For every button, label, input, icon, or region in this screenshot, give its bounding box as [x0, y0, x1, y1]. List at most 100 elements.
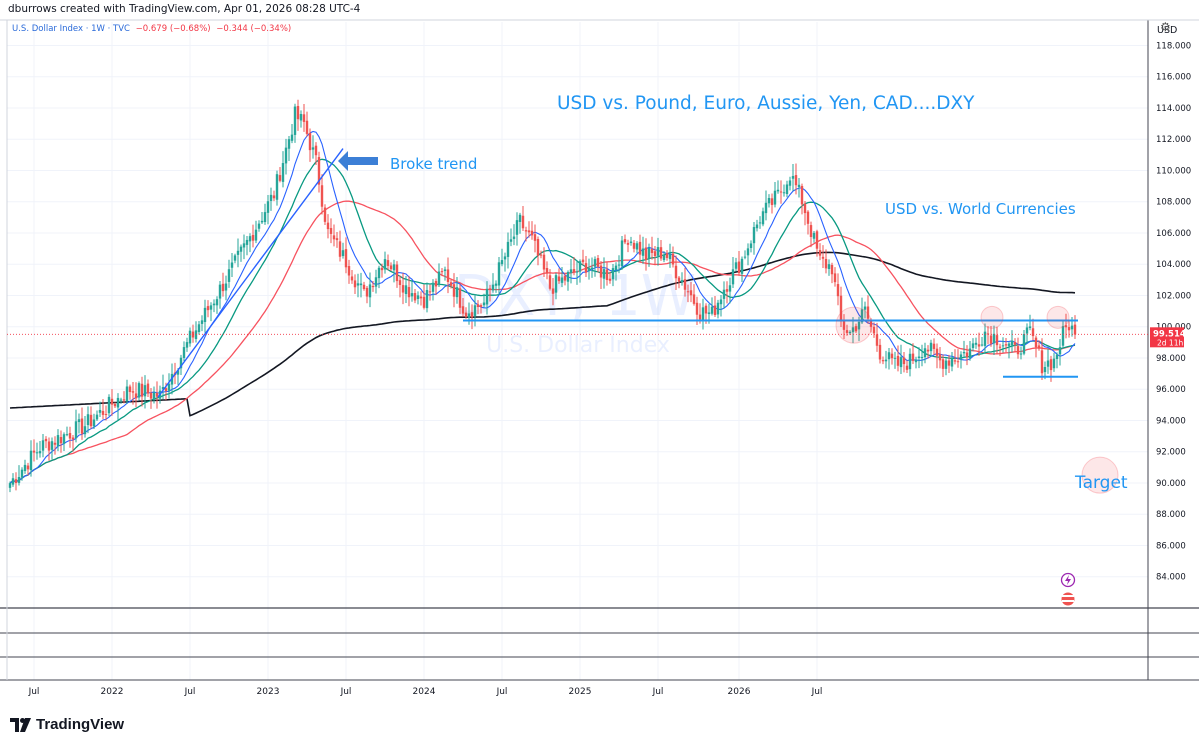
candle-body — [1073, 324, 1077, 335]
time-tick-label: Jul — [184, 687, 196, 697]
highlight-circle-breakdown[interactable] — [835, 306, 873, 344]
candle-body — [41, 440, 45, 451]
price-change-secondary: −0.344 (−0.34%) — [216, 24, 292, 34]
candle-body — [869, 320, 873, 327]
candle-body — [554, 275, 558, 293]
candle-body — [470, 312, 474, 318]
candle-body — [272, 195, 276, 199]
candle-body — [1061, 326, 1065, 346]
settings-gear-icon[interactable]: ⚙ — [1160, 20, 1171, 34]
watermark: DXY, 1W U.S. Dollar Index — [454, 264, 696, 358]
candle-body — [770, 198, 774, 205]
candle-body — [1055, 354, 1059, 359]
candle-body — [86, 414, 90, 426]
candle-body — [179, 357, 183, 369]
candle-body — [137, 383, 141, 398]
candle-body — [686, 291, 690, 293]
candle-body — [542, 254, 546, 270]
candle-body — [815, 231, 819, 249]
candle-body — [674, 265, 678, 279]
candle-body — [20, 469, 24, 478]
candle-body — [380, 267, 384, 271]
candle-body — [1058, 347, 1062, 355]
candle-body — [656, 247, 660, 256]
candle-body — [848, 331, 852, 334]
tradingview-logo[interactable]: TradingView — [10, 716, 124, 733]
candle-body — [974, 342, 978, 345]
candle-body — [512, 236, 516, 239]
candle-body — [650, 249, 654, 253]
candle-body — [773, 190, 777, 205]
candle-body — [872, 326, 876, 334]
candle-body — [587, 268, 591, 272]
candle-body — [359, 283, 363, 286]
candle-body — [479, 305, 483, 307]
candle-body — [230, 262, 234, 268]
candle-body — [752, 227, 756, 244]
candle-body — [731, 269, 735, 285]
candle-body — [767, 197, 771, 204]
candle-body — [281, 163, 285, 182]
candle-body — [851, 327, 855, 333]
candle-body — [368, 284, 372, 298]
candle-body — [203, 307, 207, 323]
candle-body — [935, 348, 939, 356]
highlight-circle-retest[interactable] — [980, 305, 1004, 329]
candle-body — [566, 272, 570, 282]
candle-body — [797, 184, 801, 188]
time-tick-label: Jul — [811, 687, 823, 697]
candle-body — [119, 399, 123, 401]
candle-body — [98, 409, 102, 413]
candle-body — [620, 240, 624, 267]
candle-body — [317, 157, 321, 185]
last-price-label: 99.514 — [1153, 329, 1186, 339]
candle-body — [269, 194, 273, 202]
us-flag-event-icon[interactable] — [1061, 592, 1075, 606]
candle-body — [533, 234, 537, 241]
candle-body — [653, 251, 657, 257]
highlight-circle-retest-2[interactable] — [1046, 305, 1070, 329]
candle-body — [17, 477, 21, 483]
candle-body — [1001, 345, 1005, 347]
candle-body — [1046, 360, 1050, 367]
candle-body — [476, 304, 480, 308]
candle-body — [110, 398, 114, 405]
candle-body — [608, 278, 612, 281]
candle-body — [221, 283, 225, 292]
candle-body — [689, 290, 693, 296]
candle-body — [740, 258, 744, 274]
candle-body — [590, 267, 594, 270]
broke-trend-arrow-icon[interactable] — [338, 151, 378, 171]
price-tick-label: 106.000 — [1156, 229, 1191, 239]
candle-body — [617, 264, 621, 266]
candle-body — [803, 203, 807, 214]
candle-body — [854, 326, 858, 332]
price-tick-label: 84.000 — [1156, 573, 1186, 583]
candle-body — [218, 284, 222, 299]
price-tick-label: 90.000 — [1156, 479, 1186, 489]
candle-body — [206, 306, 210, 311]
candle-body — [278, 175, 282, 181]
candle-body — [416, 295, 420, 299]
candle-body — [728, 285, 732, 292]
time-axis[interactable]: Jul 2022 Jul 2023 Jul 2024 Jul 2025 Jul 2026 Jul — [28, 687, 823, 697]
candle-body — [572, 269, 576, 273]
candle-body — [938, 354, 942, 361]
candle-body — [1028, 326, 1032, 329]
symbol-name[interactable]: U.S. Dollar Index · 1W · TVC — [12, 24, 130, 34]
candle-body — [209, 305, 213, 310]
candle-body — [998, 346, 1002, 348]
candle-body — [695, 302, 699, 315]
candle-body — [428, 291, 432, 293]
candle-body — [320, 185, 324, 207]
candle-body — [422, 296, 426, 308]
time-tick-label: Jul — [652, 687, 664, 697]
candle-body — [692, 294, 696, 304]
highlight-circle-target[interactable] — [1081, 456, 1119, 494]
candle-body — [722, 289, 726, 299]
candle-body — [431, 282, 435, 292]
price-axis[interactable]: USD 84.000 86.000 88.000 90.000 92.000 94.000 9… — [1150, 25, 1191, 583]
candle-body — [287, 139, 291, 149]
uptrend-line[interactable] — [157, 148, 344, 398]
